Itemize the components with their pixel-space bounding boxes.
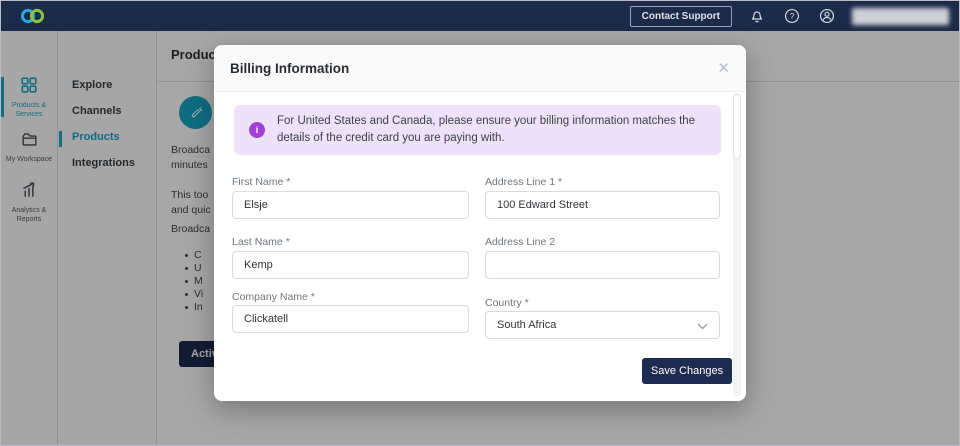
modal-header: Billing Information ✕ — [214, 45, 746, 92]
info-banner: i For United States and Canada, please e… — [234, 105, 721, 155]
address-line-2-label: Address Line 2 — [485, 236, 556, 248]
page-text-line: and quic — [171, 204, 211, 216]
company-name-input[interactable] — [232, 305, 469, 333]
modal-title: Billing Information — [230, 60, 350, 76]
page-text-line: Broadca — [171, 223, 211, 235]
country-select[interactable]: South Africa — [485, 311, 720, 339]
subnav-item-products[interactable]: Products — [72, 131, 120, 143]
rail-label-line: Analytics & — [11, 207, 47, 214]
last-name-input[interactable] — [232, 251, 469, 279]
page-bullet-item: M — [185, 275, 203, 287]
rail-label-line: Services — [15, 111, 43, 118]
rail-item-my-workspace[interactable]: My Workspace — [1, 131, 57, 164]
save-changes-button[interactable]: Save Changes — [642, 358, 732, 384]
close-icon[interactable]: ✕ — [717, 59, 730, 77]
country-label: Country * — [485, 297, 529, 309]
broadcast-megaphone-icon — [179, 96, 212, 129]
folder-icon — [21, 133, 38, 151]
rail-item-products-services[interactable]: Products & Services — [1, 77, 57, 119]
modal-scrollbar-track[interactable] — [733, 93, 741, 396]
last-name-label: Last Name * — [232, 236, 290, 248]
subnav-active-indicator — [59, 131, 62, 147]
page-bullet-item: C — [185, 249, 202, 261]
subnav-item-channels[interactable]: Channels — [72, 105, 122, 117]
chevron-down-icon — [697, 323, 708, 330]
secondary-sidebar: Explore Channels Products Integrations — [59, 31, 157, 445]
icon-rail-sidebar: Products & Services My Workspace — [1, 31, 58, 445]
country-selected-value: South Africa — [497, 319, 557, 331]
page-title: Produc — [171, 47, 216, 62]
address-line-1-label: Address Line 1 * — [485, 176, 563, 188]
subnav-item-integrations[interactable]: Integrations — [72, 157, 135, 169]
first-name-input[interactable] — [232, 191, 469, 219]
account-icon[interactable] — [817, 6, 837, 26]
rail-label-line: Reports — [16, 216, 42, 223]
page-bullet-item: Vi — [185, 288, 203, 300]
billing-information-modal: Billing Information ✕ i For United State… — [214, 45, 746, 401]
rail-active-indicator — [1, 77, 4, 117]
grid-icon — [21, 77, 37, 97]
rail-label-line: Products & — [11, 102, 47, 109]
page-text-line: This too — [171, 189, 209, 201]
rail-label-line: My Workspace — [5, 156, 53, 163]
info-banner-text: For United States and Canada, please ens… — [277, 115, 696, 144]
page-bullet-item: U — [185, 262, 202, 274]
top-navbar: Contact Support ? — [1, 1, 959, 31]
info-icon: i — [249, 122, 265, 138]
page-text-line: Broadca — [171, 144, 211, 156]
bar-chart-icon — [21, 182, 38, 202]
contact-support-button[interactable]: Contact Support — [629, 5, 732, 27]
address-line-2-input[interactable] — [485, 251, 720, 279]
page-text-line: minutes — [171, 159, 208, 171]
rail-item-analytics-reports[interactable]: Analytics & Reports — [1, 181, 57, 224]
clickatell-logo-icon — [19, 7, 46, 25]
modal-scrollbar-thumb[interactable] — [733, 94, 741, 159]
user-name-redacted — [852, 7, 949, 25]
first-name-label: First Name * — [232, 176, 291, 188]
notifications-bell-icon[interactable] — [747, 6, 767, 26]
company-name-label: Company Name * — [232, 291, 315, 303]
address-line-1-input[interactable] — [485, 191, 720, 219]
page-bullet-item: In — [185, 301, 203, 313]
subnav-item-explore[interactable]: Explore — [72, 79, 113, 91]
help-icon[interactable]: ? — [782, 6, 802, 26]
svg-text:?: ? — [790, 12, 795, 21]
